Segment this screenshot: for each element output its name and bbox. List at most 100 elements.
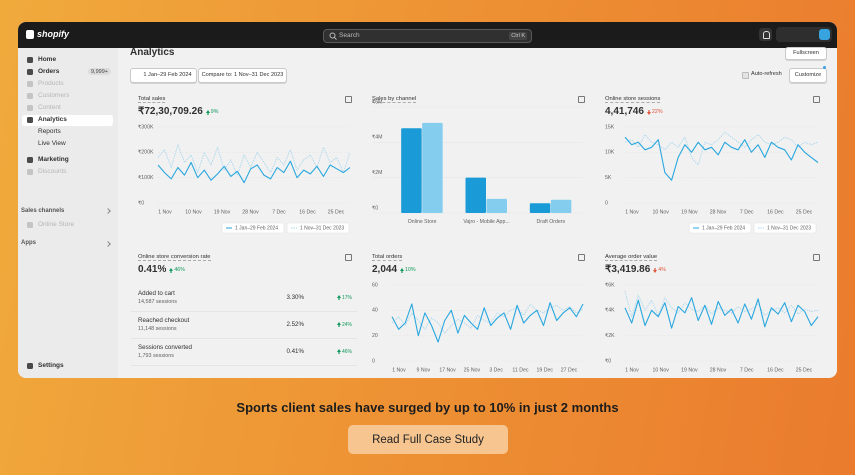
nav-item[interactable]: Settings	[38, 362, 64, 369]
compare-button[interactable]: Compare to: 1 Nov–31 Dec 2023	[198, 68, 287, 83]
card-title: Online store sessions	[605, 96, 661, 103]
row-divider	[131, 365, 357, 366]
x-tick-label: 19 Nov	[681, 209, 698, 215]
x-tick-label: Draft Orders	[536, 219, 566, 225]
x-tick-label: 1 Nov	[158, 209, 172, 215]
chevron	[105, 241, 111, 247]
nav-item[interactable]: Reports	[38, 128, 61, 135]
funnel-change: 17%	[342, 294, 353, 301]
nav-icon	[27, 69, 33, 75]
x-tick-label: 11 Dec	[512, 367, 528, 373]
trend-arrow	[205, 110, 210, 115]
x-tick-label: 3 Dec	[489, 367, 503, 373]
y-tick-label: 5K	[605, 175, 612, 181]
card-value: 2,044	[372, 264, 398, 275]
x-tick-label: 28 Nov	[242, 209, 259, 215]
nav-item[interactable]: Discounts	[38, 168, 67, 175]
card-menu-icon[interactable]	[345, 96, 352, 103]
trend-arrow	[653, 268, 658, 273]
x-tick-label: 27 Dec	[561, 367, 578, 373]
checkbox[interactable]	[742, 72, 749, 79]
card: Total sales ₹72,30,709.26 9% ₹0 ₹100K ₹200K ₹3…	[131, 90, 357, 240]
card: Online store sessions 4,41,746 22% 0 5K 10K 15…	[598, 90, 825, 240]
y-tick-label: ₹4M	[372, 135, 383, 141]
x-tick-label: 16 Dec	[767, 209, 784, 215]
card-menu-icon[interactable]	[813, 254, 820, 261]
y-tick-label: ₹2K	[605, 333, 615, 339]
x-tick-label: Vajro - Mobile App...	[463, 219, 510, 225]
chart: 0 5K 10K 15K 1 Nov 10 Nov 19 Nov 28 Nov 7 Dec 16 …	[605, 124, 819, 234]
nav-item[interactable]: Orders	[38, 68, 60, 75]
row-divider	[131, 311, 357, 312]
card: Total orders 2,044 10% 0 20 40 60 1 Nov 9 Nov 17 …	[365, 248, 590, 378]
search-placeholder: Search	[339, 32, 360, 39]
y-tick-label: 60	[372, 282, 378, 288]
chart: ₹0 ₹2K ₹4K ₹6K 1 Nov 10 Nov 19 Nov 28 Nov 7 Dec 1…	[605, 282, 819, 373]
nav-icon	[27, 105, 33, 111]
line-series	[391, 302, 584, 343]
trend-arrow	[400, 268, 405, 273]
card-title: Online store conversion rate	[138, 254, 211, 261]
nav-icon	[27, 81, 33, 87]
account-button[interactable]	[776, 27, 832, 42]
card-menu-icon[interactable]	[578, 96, 585, 103]
compare-button-label: Compare to: 1 Nov–31 Dec 2023	[201, 72, 284, 78]
fullscreen-button-label: Fullscreen	[793, 50, 819, 56]
funnel-rate: 3.30%	[286, 294, 304, 301]
search-icon	[329, 32, 337, 40]
funnel-change: 46%	[342, 348, 353, 355]
date-button[interactable]: 1 Jan–29 Feb 2024	[130, 68, 197, 83]
customize-button-label: Customize	[794, 72, 822, 78]
nav-item[interactable]: Marketing	[38, 156, 69, 163]
y-tick-label: ₹2M	[372, 170, 383, 176]
nav-icon	[27, 169, 33, 175]
x-tick-label: 9 Nov	[417, 367, 431, 373]
x-tick-label: 10 Nov	[652, 367, 669, 373]
y-tick-label: 20	[372, 333, 378, 339]
x-tick-label: 16 Dec	[767, 367, 784, 373]
card-menu-icon[interactable]	[345, 254, 352, 261]
search-icon-handle	[333, 36, 337, 40]
funnel-step: Reached checkout	[138, 317, 190, 324]
card: Average order value ₹3,419.86 4% ₹0 ₹2K ₹4K ₹6…	[598, 248, 825, 378]
search-icon-ring	[329, 32, 336, 39]
y-tick-label: ₹200K	[138, 150, 154, 156]
nav-item[interactable]: Live View	[38, 140, 66, 147]
sidebar: Home Orders 9,999+ Products Customers Content…	[18, 48, 118, 378]
bar	[465, 177, 486, 213]
customize-button[interactable]: Customize	[789, 68, 827, 83]
nav-item[interactable]: Home	[38, 56, 57, 63]
funnel-step: Added to cart	[138, 290, 175, 297]
date-button-label: 1 Jan–29 Feb 2024	[143, 72, 192, 78]
y-tick-label: ₹300K	[138, 124, 154, 130]
trend-arrow	[337, 322, 341, 327]
nav-item[interactable]: Content	[38, 104, 61, 111]
bar	[422, 122, 443, 213]
card-menu-icon[interactable]	[578, 254, 585, 261]
nav-item[interactable]: Online Store	[38, 221, 75, 228]
y-tick-label: ₹0	[372, 205, 378, 211]
card-value: ₹72,30,709.26	[138, 106, 203, 117]
bell-icon	[763, 31, 770, 39]
logo-icon	[26, 30, 34, 39]
funnel-sessions: 11,148 sessions	[138, 326, 177, 332]
card-menu-icon[interactable]	[813, 96, 820, 103]
nav-item[interactable]: Products	[38, 80, 64, 87]
card-change: 22%	[651, 109, 663, 115]
funnel-rate: 2.52%	[286, 321, 304, 328]
chart: 0 20 40 60 1 Nov 9 Nov 17 Nov 25 Nov 3 Dec 11 Dec…	[372, 282, 584, 373]
trend-arrow-shape	[337, 295, 341, 300]
card-change: 46%	[174, 267, 185, 273]
nav-item[interactable]: Analytics	[38, 116, 67, 123]
case-study-button[interactable]: Read Full Case Study	[348, 425, 508, 454]
fullscreen-button[interactable]: Fullscreen	[785, 47, 827, 60]
x-tick-label: 10 Nov	[652, 209, 669, 215]
trend-arrow-shape	[646, 110, 651, 115]
y-tick-label: ₹6K	[605, 282, 615, 288]
search-box[interactable]: Search Ctrl K	[323, 29, 532, 43]
x-tick-label: 28 Nov	[710, 209, 727, 215]
x-tick-label: 25 Nov	[464, 367, 481, 373]
nav-item[interactable]: Customers	[38, 92, 70, 99]
x-tick-label: 10 Nov	[185, 209, 202, 215]
nav-icon	[27, 222, 33, 228]
